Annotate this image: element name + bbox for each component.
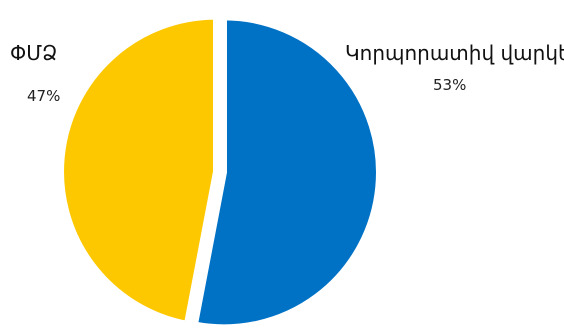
pie-slices: [58, 13, 382, 328]
slice-corporate-loans: [191, 14, 382, 328]
slice-label-smb: ՓՄՁ: [10, 41, 57, 65]
slice-smb: [58, 13, 220, 328]
slice-label-corporate-loans: Կորպորատիվ վարկեր: [345, 41, 564, 65]
slice-percent-corporate-loans: 53%: [433, 76, 466, 94]
slice-percent-smb: 47%: [27, 87, 60, 105]
